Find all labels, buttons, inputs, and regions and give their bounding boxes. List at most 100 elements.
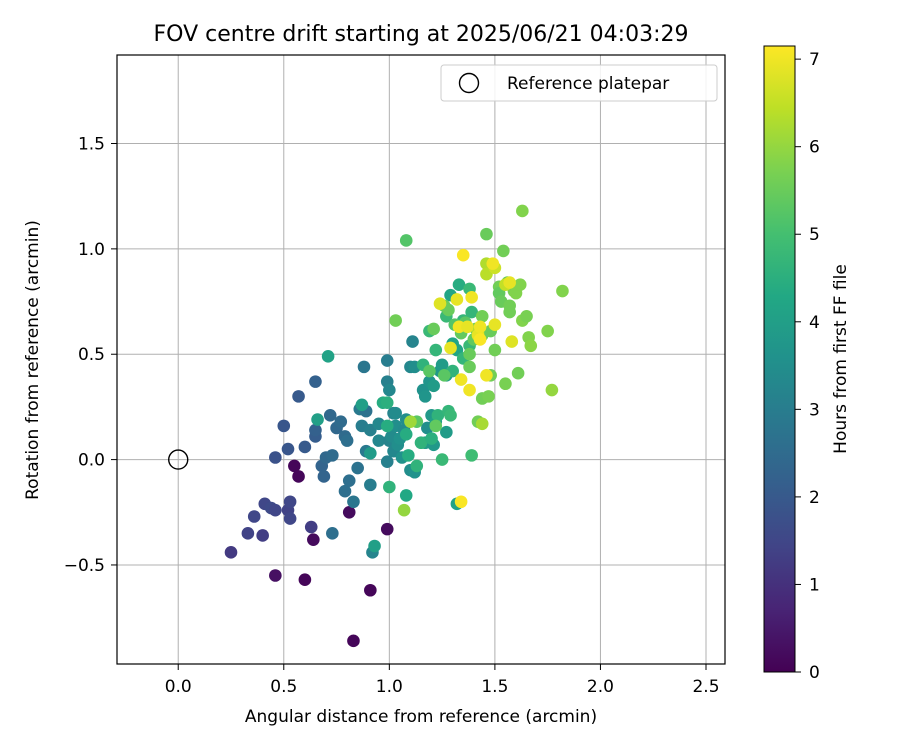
data-point — [298, 573, 312, 587]
data-point — [357, 360, 371, 374]
x-axis-label: Angular distance from reference (arcmin) — [245, 707, 597, 727]
data-point — [475, 310, 489, 323]
colorbar: 0 1 2 3 4 5 6 7 Hours from first FF file — [763, 45, 851, 683]
data-point — [454, 495, 468, 509]
data-point — [399, 234, 413, 247]
data-point — [281, 442, 295, 456]
data-point — [435, 453, 449, 466]
y-axis-label: Rotation from reference (arcmin) — [23, 220, 43, 500]
data-point — [545, 383, 559, 397]
data-point — [429, 343, 443, 357]
legend-marker-reference — [458, 72, 480, 94]
data-point — [454, 373, 468, 386]
data-point — [351, 461, 364, 475]
data-point — [307, 533, 320, 546]
data-point — [269, 569, 282, 582]
points-layer — [224, 204, 569, 648]
data-point — [556, 284, 569, 298]
colorbar-tick-label: 0 — [809, 663, 820, 683]
data-point — [404, 415, 417, 428]
data-point — [380, 396, 394, 409]
data-point — [342, 474, 356, 487]
colorbar-tick-label: 4 — [809, 313, 820, 333]
data-point — [383, 480, 396, 494]
data-point — [364, 446, 377, 460]
data-point — [256, 529, 269, 542]
data-point — [486, 257, 500, 270]
grid-layer — [117, 55, 725, 664]
data-point — [427, 322, 440, 336]
data-point — [309, 423, 322, 437]
data-point — [380, 419, 394, 433]
data-point — [406, 335, 419, 348]
data-point — [380, 522, 394, 536]
colorbar-tick-label: 7 — [809, 50, 820, 70]
data-point — [488, 343, 502, 357]
data-point — [414, 436, 428, 450]
data-point — [241, 527, 255, 540]
data-point — [473, 320, 487, 334]
data-point — [372, 434, 386, 447]
data-point — [389, 314, 402, 327]
x-tick-label: 2.5 — [692, 677, 719, 697]
data-point — [399, 489, 413, 502]
colorbar-tick-label: 2 — [809, 488, 820, 508]
y-tick-label: 0.5 — [78, 345, 105, 365]
data-point — [323, 409, 337, 422]
data-point — [463, 347, 476, 361]
data-point — [364, 583, 377, 597]
data-point — [423, 364, 436, 378]
data-point — [499, 377, 512, 391]
data-point — [520, 310, 533, 323]
x-tick-label: 1.0 — [376, 677, 403, 697]
data-point — [380, 455, 394, 469]
y-axis-ticks: −0.5 0.0 0.5 1.0 1.5 — [64, 135, 117, 576]
data-point — [511, 366, 525, 380]
data-point — [465, 449, 478, 462]
data-point — [541, 324, 554, 338]
data-point — [321, 350, 335, 363]
data-point — [444, 409, 457, 422]
data-point — [503, 276, 516, 289]
data-point — [516, 204, 529, 218]
data-point — [269, 451, 282, 464]
legend-label-reference: Reference platepar — [507, 74, 669, 94]
data-point — [503, 299, 516, 313]
data-point — [334, 415, 348, 428]
data-point — [288, 459, 301, 473]
plot-frame — [116, 54, 726, 665]
data-point — [283, 495, 297, 509]
colorbar-tick-label: 3 — [809, 400, 820, 420]
data-point — [269, 503, 282, 517]
data-point — [450, 293, 464, 306]
data-point — [338, 484, 352, 498]
data-point — [292, 470, 305, 483]
data-point — [463, 360, 476, 374]
data-point — [482, 390, 495, 403]
data-point — [292, 390, 305, 403]
y-tick-label: −0.5 — [64, 556, 105, 576]
data-point — [304, 520, 318, 534]
colorbar-ticks: 0 1 2 3 4 5 6 7 — [795, 50, 820, 683]
colorbar-gradient — [763, 45, 796, 673]
data-point — [433, 297, 447, 310]
data-point — [283, 512, 297, 525]
data-point — [465, 305, 478, 319]
data-point — [463, 383, 476, 397]
data-point — [326, 527, 339, 540]
chart-title: FOV centre drift starting at 2025/06/21 … — [154, 22, 689, 47]
data-point — [347, 634, 360, 648]
data-point — [317, 470, 331, 483]
data-point — [397, 503, 411, 517]
data-point — [427, 379, 440, 393]
data-point — [383, 383, 396, 397]
data-point — [505, 335, 519, 348]
data-point — [425, 432, 438, 445]
reference-layer — [168, 449, 189, 470]
data-point — [480, 227, 493, 241]
data-point — [429, 419, 443, 433]
data-point — [224, 546, 238, 559]
x-tick-label: 1.5 — [481, 677, 508, 697]
